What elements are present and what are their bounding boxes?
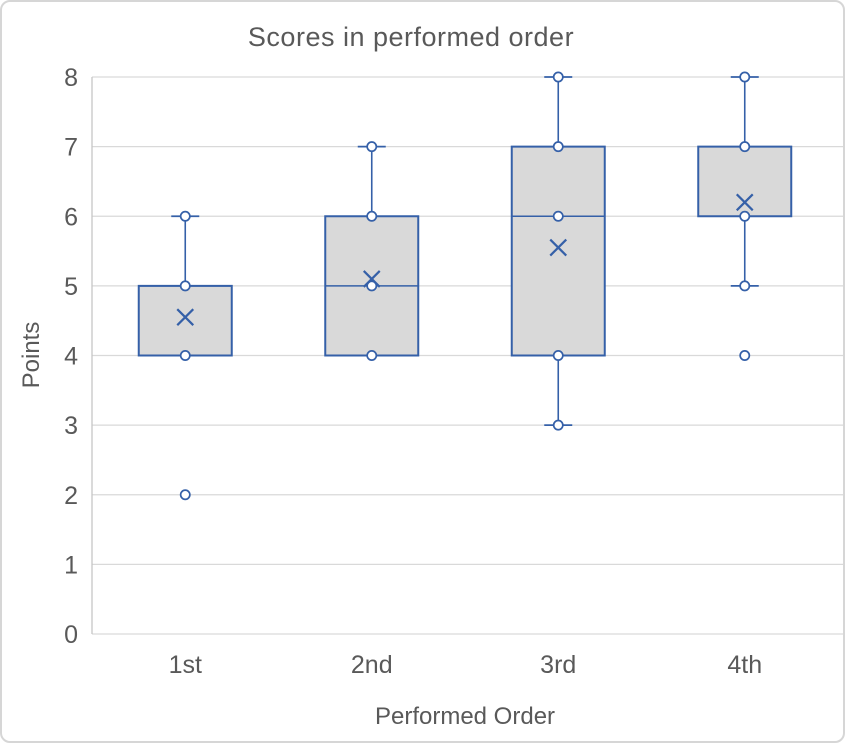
data-point-marker: [552, 210, 564, 222]
mean-marker: [549, 238, 568, 257]
y-tick-label: 2: [64, 482, 78, 510]
data-point-marker: [179, 350, 191, 361]
y-tick-label: 5: [64, 273, 78, 301]
y-tick-label: 1: [64, 551, 78, 579]
y-tick-label: 6: [64, 203, 78, 231]
mean-marker: [735, 193, 754, 212]
data-point-marker: [366, 210, 378, 222]
y-tick-label: 7: [64, 134, 78, 162]
y-tick-label: 8: [64, 64, 78, 92]
data-point-marker: [739, 280, 751, 292]
data-point-marker: [366, 141, 378, 153]
box: [697, 145, 793, 218]
x-category-label: 3rd: [540, 651, 576, 679]
data-point-marker: [739, 141, 751, 153]
chart-title: Scores in performed order: [247, 22, 575, 52]
data-point-marker: [552, 350, 564, 361]
data-point-marker: [552, 419, 564, 431]
mean-marker: [362, 270, 381, 288]
y-tick-label: 0: [64, 621, 78, 649]
data-point-marker: [739, 71, 751, 83]
data-point-marker: [179, 280, 191, 292]
data-point-marker: [179, 210, 191, 222]
x-axis-title: Performed Order: [374, 703, 556, 730]
box: [510, 145, 606, 357]
data-point-marker: [552, 71, 564, 83]
data-point-marker: [552, 141, 564, 153]
x-category-label: 2nd: [351, 651, 393, 679]
x-category-label: 1st: [169, 651, 202, 679]
y-tick-label: 3: [64, 412, 78, 440]
box: [137, 284, 233, 357]
outlier-marker: [739, 350, 751, 361]
outlier-marker: [179, 489, 191, 501]
data-point-marker: [739, 210, 751, 222]
mean-marker: [176, 308, 195, 326]
x-category-label: 4th: [727, 651, 762, 679]
data-point-marker: [366, 350, 378, 361]
data-point-marker: [366, 280, 378, 292]
y-tick-label: 4: [64, 343, 78, 371]
